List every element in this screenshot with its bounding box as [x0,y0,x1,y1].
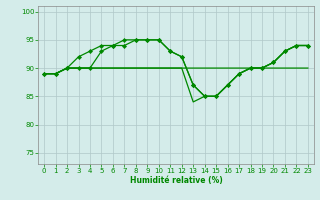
X-axis label: Humidité relative (%): Humidité relative (%) [130,176,222,185]
